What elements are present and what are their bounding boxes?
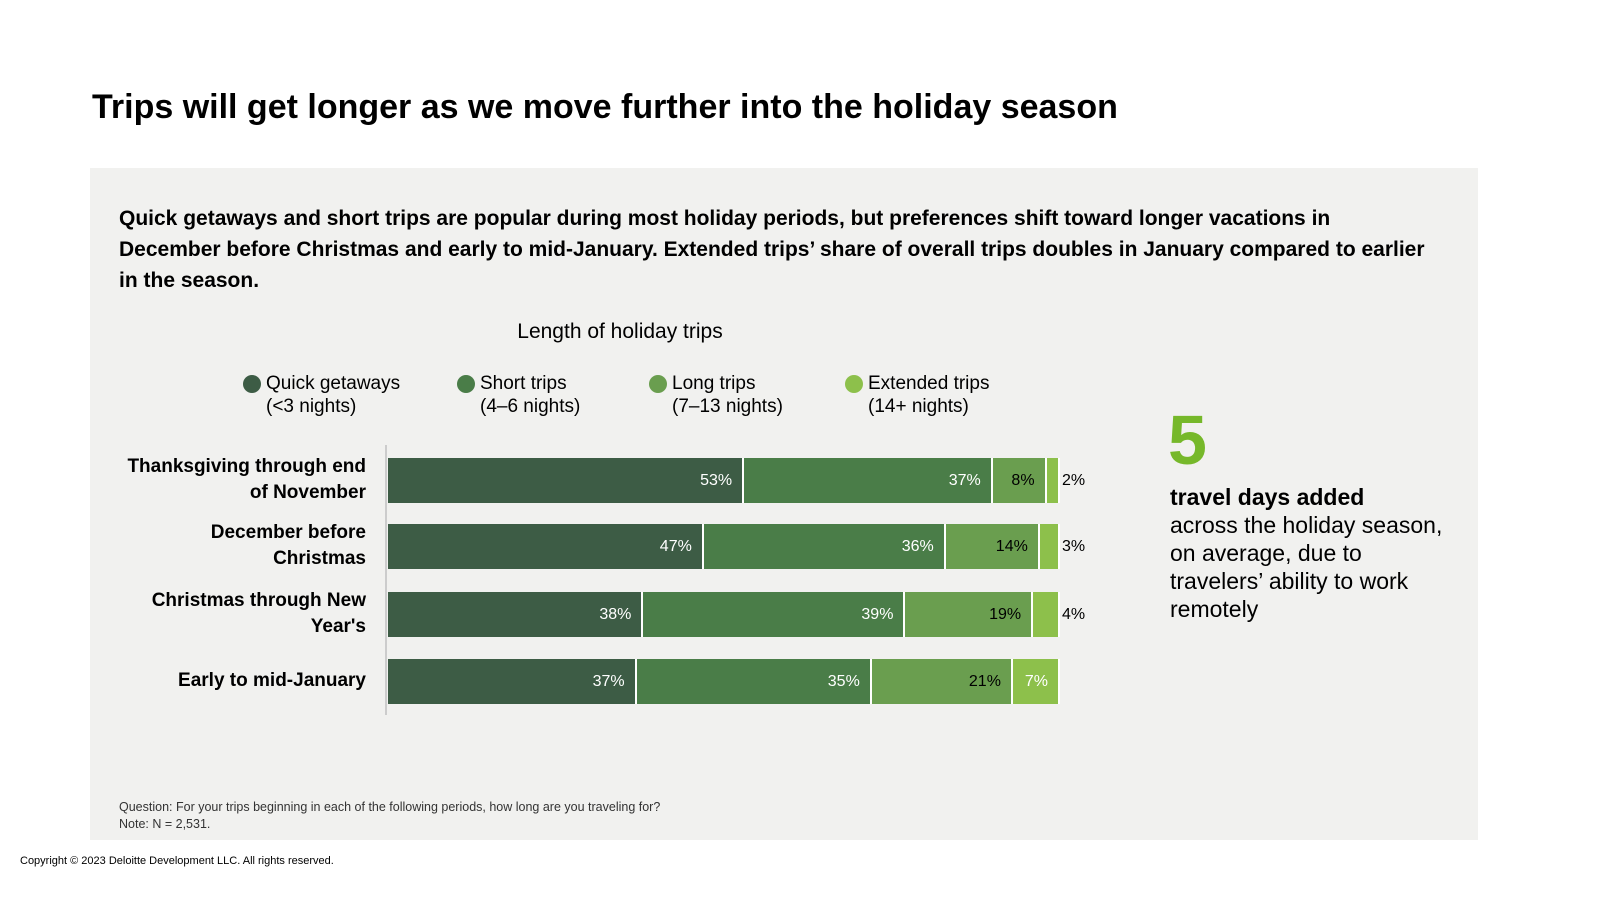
value-label: 21% <box>968 672 1001 690</box>
bar-segment <box>744 457 993 503</box>
bar-segment <box>1012 658 1060 704</box>
legend-label: Long trips <box>672 373 756 394</box>
category-label: Christmas through New Year's <box>151 590 366 637</box>
bar-segment <box>992 457 1047 503</box>
legend-swatch <box>243 375 261 393</box>
chart-title: Length of holiday trips <box>517 320 723 343</box>
value-label: 36% <box>901 537 934 555</box>
slide-title: Trips will get longer as we move further… <box>92 88 1118 126</box>
legend-swatch <box>649 375 667 393</box>
legend-label: Short trips <box>480 373 567 394</box>
bar-segment <box>388 658 637 704</box>
legend-item: Quick getaways (<3 nights) <box>243 372 400 418</box>
intro-text: Quick getaways and short trips are popul… <box>119 207 1425 292</box>
bar-segment <box>636 658 872 704</box>
category-label: Thanksgiving through end of November <box>127 456 366 503</box>
bar-segment <box>1039 523 1060 569</box>
callout-number: 5 <box>1168 401 1207 479</box>
bar-segment <box>643 591 906 637</box>
value-label: 3% <box>1062 537 1086 555</box>
value-label: 37% <box>948 471 981 489</box>
legend-label: (14+ nights) <box>868 396 969 417</box>
bar-segment <box>703 523 946 569</box>
value-label: 19% <box>989 605 1022 623</box>
bar-segment <box>905 591 1034 637</box>
bar-segment <box>388 523 704 569</box>
value-label: 38% <box>599 605 632 623</box>
legend-swatch <box>845 375 863 393</box>
bar-segment <box>1033 591 1060 637</box>
category-label: December before Christmas <box>210 522 366 569</box>
panel <box>90 168 1478 840</box>
value-label: 53% <box>700 471 733 489</box>
bar-segment <box>1046 457 1060 503</box>
value-label: 35% <box>827 672 860 690</box>
value-label: 14% <box>995 537 1028 555</box>
legend-swatch <box>457 375 475 393</box>
callout-text: across the holiday season, on average, d… <box>1170 512 1443 622</box>
callout-headline: travel days added <box>1170 484 1365 510</box>
legend-item: Extended trips (14+ nights) <box>845 372 989 418</box>
legend-item: Short trips (4–6 nights) <box>457 372 580 418</box>
value-label: 47% <box>659 537 692 555</box>
legend-label: (<3 nights) <box>266 396 357 417</box>
legend-label: (4–6 nights) <box>480 396 581 417</box>
legend-label: Extended trips <box>868 373 990 394</box>
legend-label: Quick getaways <box>266 373 401 394</box>
category-label: Early to mid-January <box>178 670 366 691</box>
bar-segment <box>388 591 644 637</box>
value-label: 8% <box>1011 471 1035 489</box>
category-axis <box>385 445 387 715</box>
legend-item: Long trips (7–13 nights) <box>649 372 783 418</box>
bar-segment <box>871 658 1013 704</box>
value-label: 37% <box>592 672 625 690</box>
value-label: 4% <box>1062 605 1086 623</box>
footnote-note: Note: N = 2,531. <box>119 817 211 831</box>
footnote-question: Question: For your trips beginning in ea… <box>119 800 661 814</box>
value-label: 7% <box>1024 672 1049 690</box>
value-label: 2% <box>1062 471 1086 489</box>
copyright: Copyright © 2023 Deloitte Development LL… <box>20 855 334 867</box>
value-label: 39% <box>861 605 894 623</box>
bar-segment <box>388 457 745 503</box>
legend-label: (7–13 nights) <box>672 396 783 417</box>
bar-segment <box>945 523 1040 569</box>
